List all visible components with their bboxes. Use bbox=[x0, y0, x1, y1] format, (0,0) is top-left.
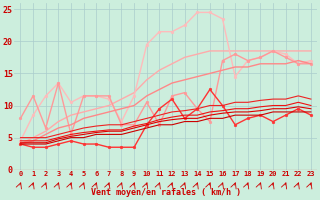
X-axis label: Vent moyen/en rafales ( km/h ): Vent moyen/en rafales ( km/h ) bbox=[91, 188, 241, 197]
